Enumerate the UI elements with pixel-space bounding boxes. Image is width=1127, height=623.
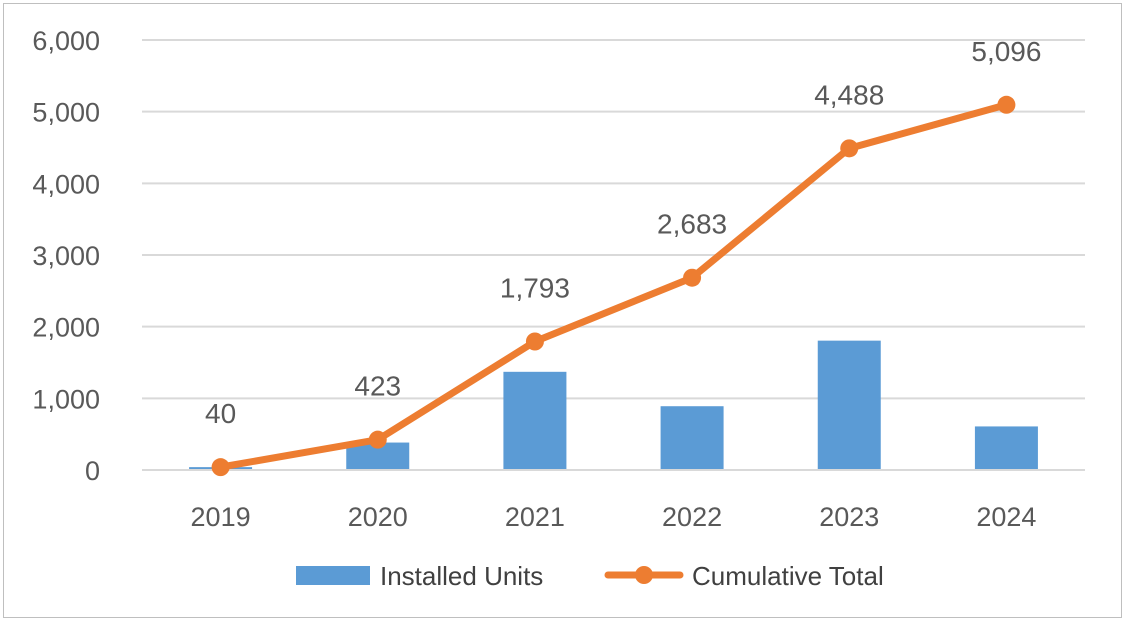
x-tick-label: 2023 [819, 502, 879, 532]
cumulative-total-line [217, 101, 1010, 471]
data-label: 5,096 [971, 36, 1041, 67]
bar-series [189, 340, 1038, 470]
line-point [840, 139, 859, 158]
data-label: 423 [354, 371, 401, 402]
line-point [525, 332, 544, 351]
y-tick-label: 5,000 [32, 98, 100, 128]
legend-swatch-installed-units [296, 566, 370, 585]
x-tick-label: 2019 [191, 502, 251, 532]
line-point [683, 268, 702, 287]
y-tick-label: 6,000 [32, 26, 100, 56]
y-tick-label: 4,000 [32, 169, 100, 199]
chart-frame [3, 3, 1122, 618]
legend-label-cumulative-total: Cumulative Total [692, 561, 884, 591]
bar [974, 426, 1038, 470]
data-label: 1,793 [500, 273, 570, 304]
bar [660, 406, 724, 470]
bar [503, 371, 567, 470]
line-series [211, 95, 1016, 477]
gridlines [142, 39, 1085, 400]
line-point [211, 458, 230, 477]
line-point [368, 430, 387, 449]
legend: Installed Units Cumulative Total [296, 561, 884, 591]
legend-swatch-cumulative-total-marker [635, 566, 653, 584]
line-point [997, 95, 1016, 114]
x-tick-label: 2024 [976, 502, 1036, 532]
data-label: 2,683 [657, 209, 727, 240]
data-label: 40 [205, 398, 236, 429]
x-axis-ticks: 2019 2020 2021 2022 2023 2024 [191, 502, 1037, 532]
y-tick-label: 2,000 [32, 313, 100, 343]
x-tick-label: 2021 [505, 502, 565, 532]
y-tick-label: 3,000 [32, 241, 100, 271]
x-tick-label: 2022 [662, 502, 722, 532]
bar [817, 340, 881, 470]
data-label: 4,488 [814, 79, 884, 110]
y-tick-label: 1,000 [32, 384, 100, 414]
y-axis-ticks: 0 1,000 2,000 3,000 4,000 5,000 6,000 [32, 26, 100, 486]
x-tick-label: 2020 [348, 502, 408, 532]
data-labels: 40 423 1,793 2,683 4,488 5,096 [205, 36, 1041, 429]
y-tick-label: 0 [85, 456, 100, 486]
legend-label-installed-units: Installed Units [380, 561, 543, 591]
